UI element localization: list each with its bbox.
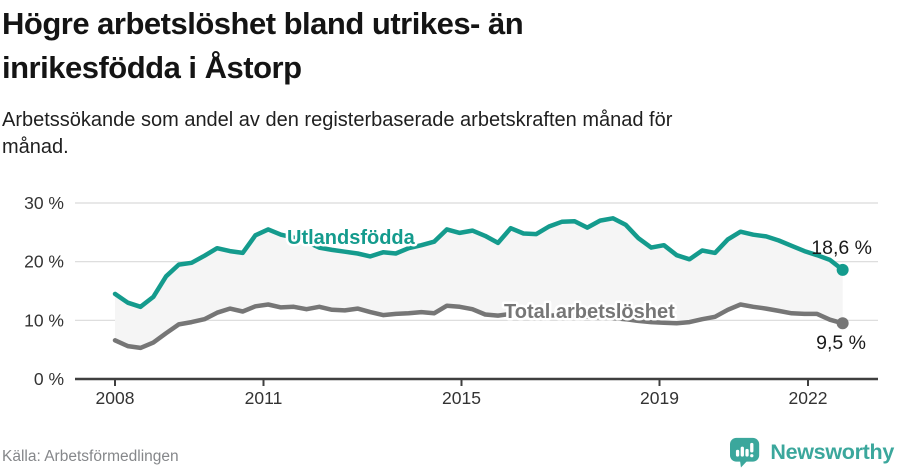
newsworthy-bubble-icon	[730, 437, 760, 468]
x-tick-label-2022: 2022	[789, 388, 828, 408]
source-attribution: Källa: Arbetsförmedlingen	[2, 448, 179, 465]
newsworthy-logo: Newsworthy	[729, 437, 894, 468]
series-line-utlandsfodda	[112, 216, 845, 310]
x-tick-label-2008: 2008	[96, 388, 135, 408]
subtitle-line-1: Arbetssökande som andel av den registerb…	[2, 109, 673, 131]
y-tick-label-30: 30 %	[24, 193, 64, 213]
line-chart: 2008 2011 2015 2019 2022 0 % 10 % 20 % 30 % Utlan…	[24, 193, 878, 408]
series-line-total	[112, 302, 845, 351]
line-chart-area: 2008 2011 2015 2019 2022 0 % 10 % 20 % 30 % Utlan…	[0, 186, 900, 421]
newsworthy-wordmark: Newsworthy	[770, 440, 894, 464]
series-label-utlandsfodda: Utlandsfödda	[287, 227, 416, 249]
band-between-series	[115, 218, 843, 348]
page-title-line-2: inrikesfödda i Åstorp	[2, 50, 302, 85]
end-dot-total	[836, 317, 849, 330]
y-tick-label-10: 10 %	[24, 310, 64, 330]
x-tick-label-2019: 2019	[640, 388, 679, 408]
chart-subtitle: Arbetssökande som andel av den registerb…	[2, 107, 882, 161]
y-tick-label-0: 0 %	[34, 369, 64, 389]
end-value-label-utlandsfodda: 18,6 %	[811, 237, 872, 259]
subtitle-line-2: månad.	[2, 136, 69, 158]
end-dot-utlandsfodda	[836, 263, 849, 276]
x-tick-label-2011: 2011	[245, 388, 283, 408]
series-label-total: Total arbetslöshet	[504, 301, 675, 323]
end-value-label-total: 9,5 %	[816, 332, 866, 354]
x-tick-label-2015: 2015	[442, 388, 481, 408]
chart-header: Högre arbetslöshet bland utrikes- än inr…	[2, 2, 882, 161]
page-title-line-1: Högre arbetslöshet bland utrikes- än	[2, 6, 524, 41]
y-tick-label-20: 20 %	[24, 252, 64, 272]
